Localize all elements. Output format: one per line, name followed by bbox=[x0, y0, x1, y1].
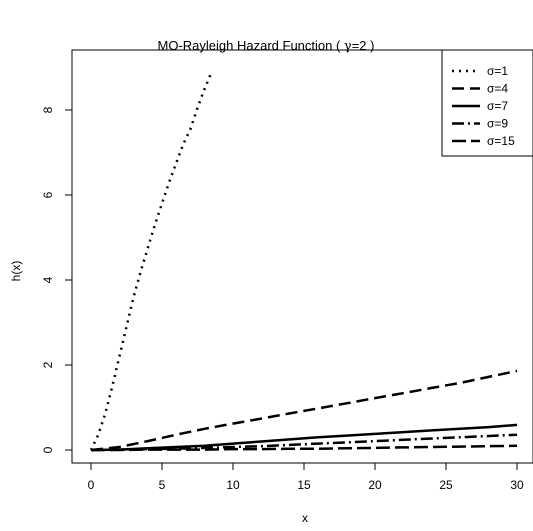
x-tick-label: 20 bbox=[368, 478, 382, 492]
series-layer bbox=[89, 71, 518, 452]
series-line bbox=[90, 369, 518, 452]
legend-label: σ=7 bbox=[487, 99, 508, 113]
x-tick-label: 15 bbox=[297, 478, 311, 492]
series-line bbox=[90, 433, 518, 452]
legend-box bbox=[441, 49, 533, 157]
legend-label: σ=1 bbox=[487, 64, 508, 78]
legend-label: σ=9 bbox=[487, 117, 508, 131]
y-tick-label: 6 bbox=[41, 191, 55, 198]
legend-label: σ=15 bbox=[487, 134, 515, 148]
x-tick-label: 0 bbox=[88, 478, 95, 492]
x-tick-label: 30 bbox=[510, 478, 524, 492]
series-line bbox=[91, 444, 518, 452]
y-axis-label: h(x) bbox=[9, 261, 23, 282]
y-tick-label: 2 bbox=[41, 361, 55, 368]
series-line bbox=[89, 71, 213, 451]
chart-title: MO-Rayleigh Hazard Function ( γ=2 ) bbox=[158, 38, 375, 54]
y-tick-label: 4 bbox=[41, 276, 55, 283]
x-tick-label: 25 bbox=[439, 478, 453, 492]
legend-label: σ=4 bbox=[487, 82, 508, 96]
x-tick-label: 10 bbox=[226, 478, 240, 492]
x-tick-label: 5 bbox=[159, 478, 166, 492]
x-axis: 0 5 10 15 20 25 30 bbox=[88, 462, 524, 492]
y-tick-label: 0 bbox=[41, 446, 55, 453]
y-axis: 0 2 4 6 8 bbox=[41, 106, 73, 453]
y-tick-label: 8 bbox=[41, 106, 55, 113]
x-axis-label: x bbox=[302, 511, 308, 525]
legend: σ=1 σ=4 σ=7 σ=9 σ=15 bbox=[441, 49, 533, 157]
